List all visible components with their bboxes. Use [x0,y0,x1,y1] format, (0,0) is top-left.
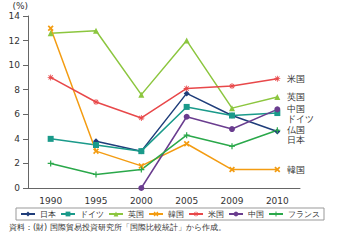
svg-text:資料：(財) 国際貿易投資研究所「国際比較統計」から作成。: 資料：(財) 国際貿易投資研究所「国際比較統計」から作成。 [9,223,226,232]
svg-text:2010: 2010 [266,196,289,206]
svg-text:仏国: 仏国 [286,125,305,135]
svg-text:2000: 2000 [130,196,153,206]
svg-text:ドイツ: ドイツ [80,210,104,219]
svg-text:日本: 日本 [40,210,56,219]
svg-text:6: 6 [14,109,20,119]
svg-text:ドイツ: ドイツ [287,114,314,124]
svg-text:0: 0 [14,183,20,193]
svg-text:12: 12 [9,36,20,46]
svg-text:中国: 中国 [248,210,264,219]
svg-text:1995: 1995 [85,196,108,206]
svg-text:中国: 中国 [287,104,305,114]
svg-text:韓国: 韓国 [168,210,184,219]
svg-text:2: 2 [14,158,20,168]
svg-text:2005: 2005 [175,196,198,206]
svg-text:14: 14 [9,11,21,21]
svg-text:2009: 2009 [221,196,244,206]
svg-text:フランス: フランス [288,210,320,219]
svg-text:韓国: 韓国 [287,165,305,175]
svg-text:8: 8 [14,85,20,95]
svg-text:英国: 英国 [128,210,144,219]
svg-text:(%): (%) [12,1,28,11]
svg-text:米国: 米国 [287,74,305,84]
svg-text:4: 4 [14,134,20,144]
svg-text:米国: 米国 [208,210,224,219]
svg-text:10: 10 [9,60,21,70]
svg-text:1990: 1990 [39,196,62,206]
svg-text:日本: 日本 [287,135,305,145]
svg-text:英国: 英国 [287,92,305,102]
